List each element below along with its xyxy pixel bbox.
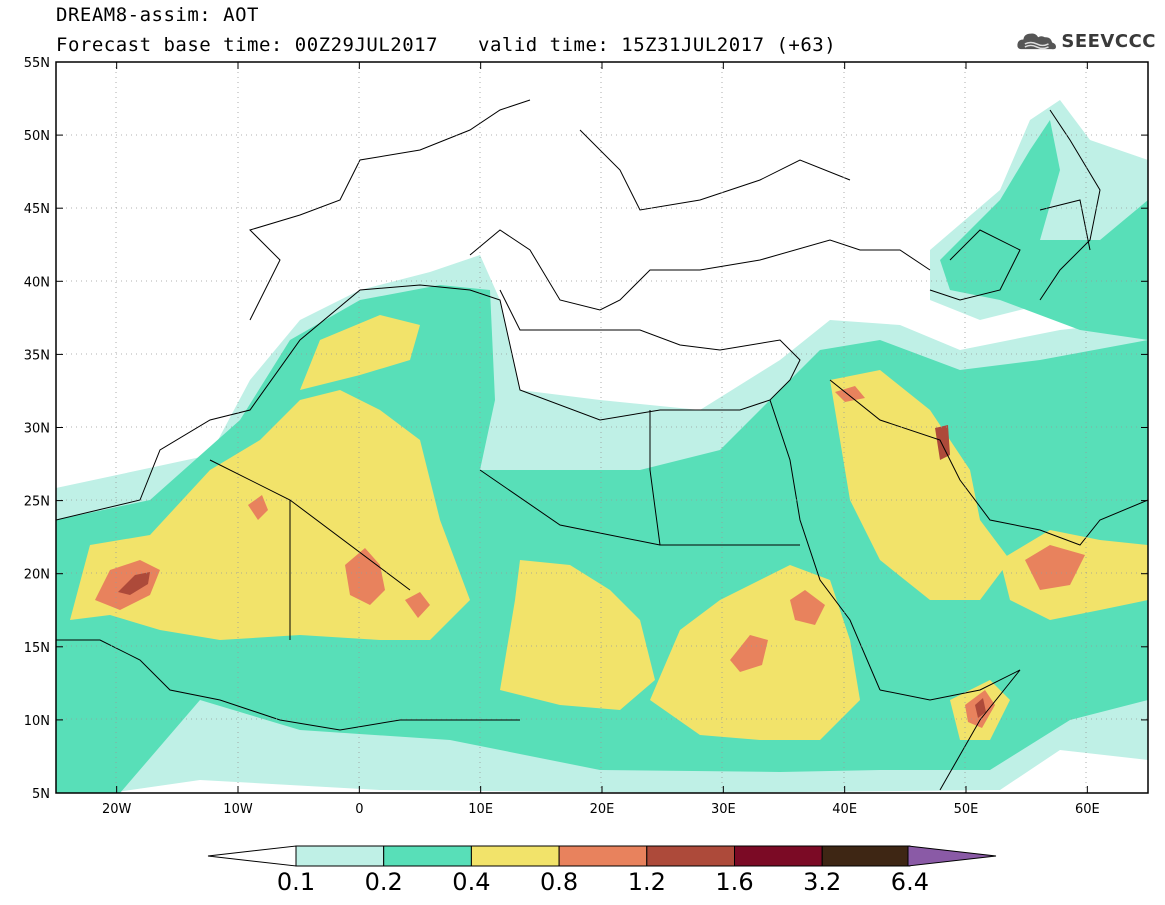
- lat-label: 15N: [24, 641, 50, 656]
- base-time: Forecast base time: 00Z29JUL2017: [56, 34, 439, 56]
- aot-band-0.8-algeria: [248, 495, 268, 520]
- lon-label: 40E: [832, 802, 857, 817]
- lat-label: 30N: [24, 422, 50, 437]
- latitude-labels: 55N 50N 45N 40N 35N 30N 25N 20N 15N 10N 5N: [24, 56, 50, 802]
- colorbar-label: 3.2: [803, 868, 842, 896]
- colorbar-label: 0.4: [452, 868, 491, 896]
- grid-lines: [56, 62, 1148, 793]
- lat-label: 25N: [24, 495, 50, 510]
- colorbar-label: 0.1: [276, 868, 316, 896]
- aot-band-1.2-somalia: [975, 698, 986, 718]
- longitude-labels: 20W 10W 0 10E 20E 30E 40E 50E 60E: [102, 802, 1100, 817]
- colorbar-box: [646, 845, 735, 867]
- coastlines: [56, 99, 1148, 791]
- colorbar-label: 0.2: [364, 868, 403, 896]
- lat-label: 35N: [24, 348, 50, 363]
- colorbar-high-arrow: [907, 845, 997, 867]
- aot-band-0.4-central: [500, 560, 655, 710]
- lon-label: 20W: [102, 802, 132, 817]
- aot-band-1.2-gulf: [935, 425, 950, 460]
- colorbar-label: 1.2: [627, 868, 666, 896]
- colorbar-box: [470, 845, 560, 867]
- aot-band-0.8-eritrea: [790, 590, 825, 625]
- cloud-icon: [1017, 33, 1057, 50]
- aot-band-0.8-niger: [405, 592, 430, 618]
- colorbar: [207, 845, 997, 867]
- lat-label: 45N: [24, 202, 50, 217]
- colorbar-label: 6.4: [890, 868, 929, 896]
- lon-label: 10E: [468, 802, 493, 817]
- colorbar-box: [383, 845, 472, 867]
- lat-label: 10N: [24, 714, 50, 729]
- aot-field: [56, 100, 1148, 793]
- seevccc-logo: SEEVCCC: [1016, 24, 1156, 58]
- lat-label: 20N: [24, 568, 50, 583]
- aot-band-0.2-north: [940, 120, 1148, 340]
- aot-band-0.8-mali: [345, 548, 385, 605]
- aot-band-0.8-oman: [1025, 545, 1085, 590]
- lon-label: 50E: [954, 802, 979, 817]
- logo-text: SEEVCCC: [1061, 30, 1156, 52]
- colorbar-box: [295, 845, 385, 867]
- lat-label: 5N: [32, 787, 50, 802]
- colorbar-box: [558, 845, 648, 867]
- colorbar-low-arrow: [207, 845, 297, 867]
- lat-label: 55N: [24, 56, 50, 71]
- valid-time: valid time: 15Z31JUL2017 (+63): [478, 34, 837, 56]
- map-title: DREAM8-assim: AOT: [56, 4, 259, 26]
- lat-label: 50N: [24, 129, 50, 144]
- colorbar-label: 0.8: [540, 868, 579, 896]
- colorbar-label: 1.6: [715, 868, 754, 896]
- lon-label: 30E: [711, 802, 736, 817]
- aot-band-0.8-chad: [730, 635, 768, 672]
- lon-label: 60E: [1075, 802, 1100, 817]
- aot-band-1.2-coast: [118, 572, 150, 595]
- lon-label: 10W: [223, 802, 253, 817]
- aot-band-0.4-nw: [300, 315, 420, 390]
- lon-label: 20E: [590, 802, 615, 817]
- axis-ticks: [56, 61, 1148, 794]
- lat-label: 40N: [24, 275, 50, 290]
- colorbar-box: [821, 845, 911, 867]
- lon-label: 0: [355, 802, 363, 817]
- colorbar-box: [734, 845, 823, 867]
